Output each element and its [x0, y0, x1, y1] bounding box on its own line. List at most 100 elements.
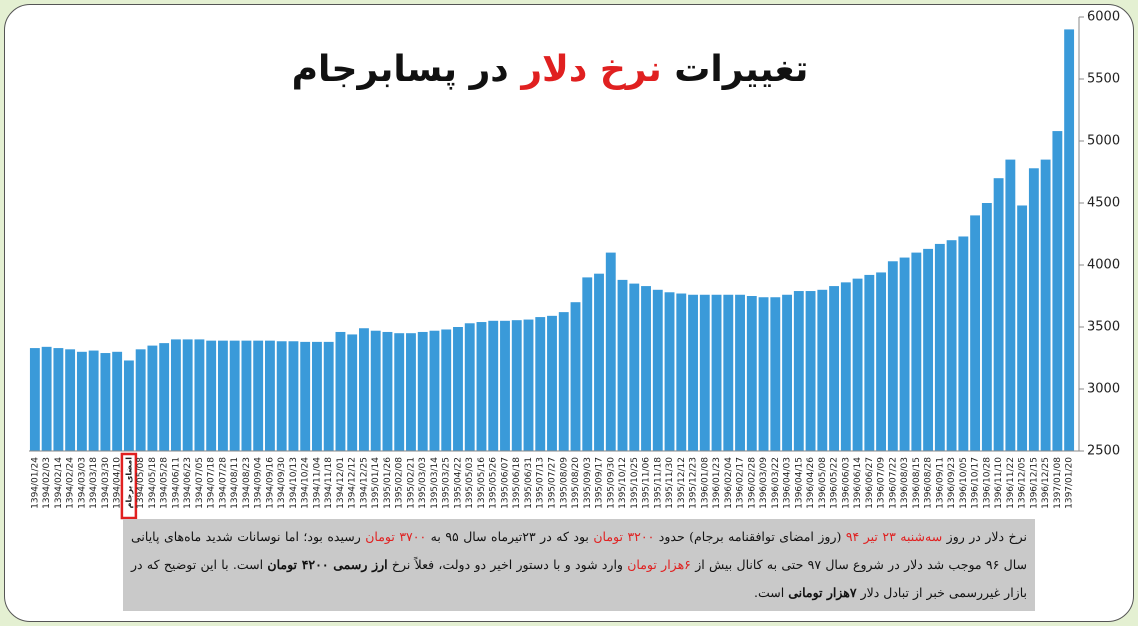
bar [876, 272, 887, 451]
x-tick-label: 1394/05/08 [136, 457, 146, 509]
x-tick-label: 1395/05/26 [489, 457, 499, 509]
bar [864, 274, 875, 451]
bar [488, 320, 499, 451]
x-tick-label: 1395/06/18 [512, 457, 522, 509]
x-tick-label: 1396/10/28 [982, 457, 992, 509]
x-tick-label: 1395/11/06 [642, 457, 652, 509]
bar [770, 297, 781, 451]
x-tick-label: 1396/06/03 [841, 457, 851, 509]
y-tick-label: 5000 [1087, 134, 1120, 149]
note-segment: ۷هزار تومانی [788, 585, 857, 600]
bar [934, 243, 945, 451]
x-tick-label: 1396/12/15 [1029, 457, 1039, 509]
bar [911, 252, 922, 451]
bar [723, 294, 734, 451]
bar [100, 353, 111, 451]
bar [887, 261, 898, 451]
x-tick-label: 1394/11/04 [312, 457, 322, 509]
x-tick-label: 1395/06/31 [524, 457, 534, 509]
x-tick-label: 1394/09/30 [277, 457, 287, 509]
bar [1028, 168, 1039, 451]
x-tick-label: امضای برجام [124, 457, 133, 509]
x-tick-label: 1395/11/18 [653, 457, 663, 509]
bar [1052, 131, 1063, 451]
bar [993, 178, 1004, 451]
x-tick-label: 1396/04/26 [806, 457, 816, 509]
bar [711, 294, 722, 451]
x-tick-label: 1396/04/03 [783, 457, 793, 509]
bar [347, 334, 358, 451]
bar [535, 317, 546, 451]
x-tick-label: 1395/03/25 [442, 457, 452, 509]
x-tick-label: 1395/08/09 [559, 457, 569, 509]
bar [476, 322, 487, 451]
x-tick-label: 1395/01/26 [383, 457, 393, 509]
x-tick-label: 1394/10/13 [289, 457, 299, 509]
x-tick-label: 1396/08/28 [924, 457, 934, 509]
note-segment: (روز امضای توافقنامه برجام) حدود [654, 529, 846, 544]
bar [735, 294, 745, 451]
bar [88, 350, 99, 451]
x-tick-label: 1394/07/28 [218, 457, 228, 509]
bar [206, 340, 217, 451]
x-tick-label: 1394/07/05 [195, 457, 205, 509]
y-tick-label: 4000 [1087, 258, 1120, 273]
note-segment: وارد شود و با دستور اخیر دو دولت، فعلاً … [387, 557, 628, 572]
x-tick-label: 1395/01/14 [371, 457, 381, 509]
x-tick-label: 1394/08/23 [242, 457, 252, 509]
note-segment: است. [754, 585, 789, 600]
x-tick-label: 1396/02/28 [747, 457, 757, 509]
x-tick-label: 1396/07/22 [888, 457, 898, 509]
x-tick-label: 1397/01/08 [1053, 457, 1063, 509]
bar [264, 340, 275, 451]
bar [147, 345, 158, 451]
chart: تغییرات نرخ دلار در پسابرجام 2500 3000 3500… [29, 10, 1120, 520]
bar [688, 294, 698, 451]
x-tick-label: 1394/09/16 [265, 457, 275, 509]
bar [1064, 29, 1075, 452]
x-tick-label: 1396/04/15 [794, 457, 804, 509]
x-tick-label: 1395/10/25 [630, 457, 640, 509]
chart-title: تغییرات نرخ دلار در پسابرجام [292, 49, 809, 90]
x-tick-label: 1397/01/20 [1065, 457, 1075, 509]
bar [582, 277, 593, 451]
bar [652, 289, 663, 451]
x-tick-label: 1396/08/03 [900, 457, 910, 509]
x-tick-label: 1394/11/18 [324, 457, 334, 509]
x-tick-label: 1394/07/18 [207, 457, 217, 509]
x-tick-label: 1394/02/24 [66, 457, 76, 509]
x-tick-label: 1394/12/25 [359, 457, 369, 509]
x-tick-label: 1395/09/03 [583, 457, 593, 509]
bar [547, 315, 557, 451]
bar [417, 331, 428, 451]
note-segment: سه‌شنبه ۲۳ تیر ۹۴ [845, 529, 943, 544]
bar [829, 286, 840, 451]
x-tick-label: 1395/07/27 [548, 457, 558, 509]
x-tick-label: 1396/12/25 [1041, 457, 1051, 509]
bar [359, 328, 369, 451]
bar [523, 319, 534, 451]
note-segment: نرخ دلار در روز [942, 529, 1027, 544]
bar [288, 341, 299, 451]
bar [594, 273, 604, 451]
bar [394, 333, 405, 451]
x-tick-label: 1396/03/09 [759, 457, 769, 509]
x-tick-label: 1395/05/03 [465, 457, 475, 509]
bar [182, 339, 193, 451]
x-tick-label: 1395/06/07 [500, 457, 510, 509]
x-tick-label: 1396/12/05 [1018, 457, 1028, 509]
bar [758, 297, 769, 451]
bar [958, 236, 969, 451]
x-tick-label: 1396/02/17 [736, 457, 746, 509]
x-tick-label: 1394/03/30 [101, 457, 111, 509]
x-tick-label: 1394/03/18 [89, 457, 99, 509]
bar [676, 293, 687, 451]
x-tick-label: 1395/12/23 [689, 457, 699, 509]
x-tick-label: 1394/04/10 [113, 457, 123, 509]
bar [335, 331, 346, 451]
bar [229, 340, 240, 451]
x-tick-label: 1396/01/23 [712, 457, 722, 509]
panel: تغییرات نرخ دلار در پسابرجام 2500 3000 3500… [4, 4, 1134, 622]
note-segment: رسیده بود؛ اما نوسانات شدید ماه‌های پایا… [131, 529, 1027, 572]
x-tick-label: 1394/01/24 [30, 457, 40, 509]
